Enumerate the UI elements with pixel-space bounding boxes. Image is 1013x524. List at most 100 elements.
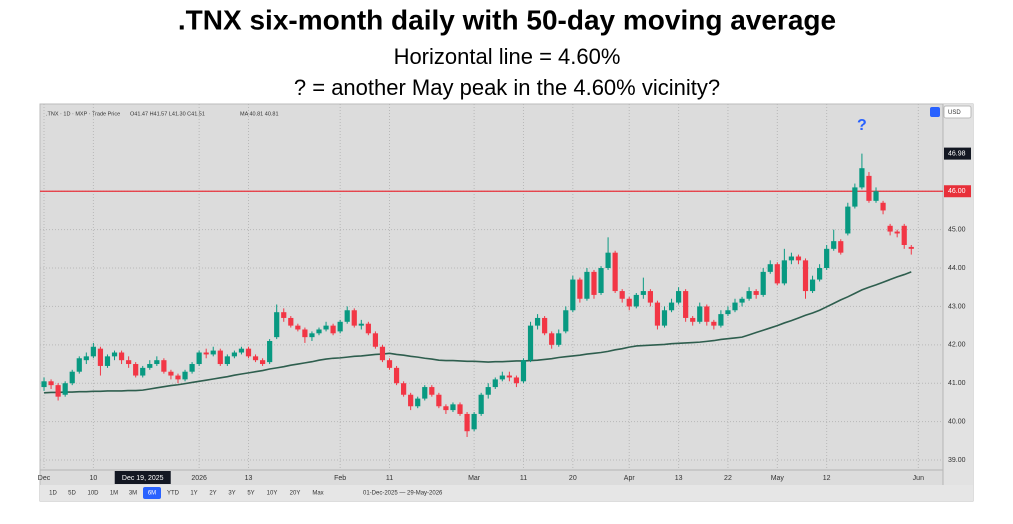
candle-body xyxy=(852,187,858,207)
candle-body xyxy=(556,333,562,345)
x-tick-label: Dec xyxy=(38,475,51,482)
candle-body xyxy=(640,291,646,295)
subtitle: ? = another May peak in the 4.60% vicini… xyxy=(294,75,720,100)
candle-body xyxy=(316,329,322,334)
candle-body xyxy=(62,383,68,395)
x-tick-label: 12 xyxy=(823,475,831,482)
candle-body xyxy=(90,346,96,357)
candle-body xyxy=(415,398,421,407)
candle-body xyxy=(563,310,569,332)
y-tick-label: 40.00 xyxy=(948,418,966,425)
settings-icon[interactable] xyxy=(930,107,940,117)
candle-body xyxy=(513,377,520,384)
candle-body xyxy=(549,333,555,345)
candle-body xyxy=(817,268,823,280)
candle-body xyxy=(774,264,780,284)
candle-body xyxy=(408,394,414,407)
candle-body xyxy=(274,312,280,338)
candle-body xyxy=(527,325,534,361)
range-button-label[interactable]: 3M xyxy=(129,491,137,497)
candle-body xyxy=(845,206,851,234)
candle-body xyxy=(838,241,844,253)
range-button-label[interactable]: 5Y xyxy=(247,491,254,497)
range-button-label[interactable]: YTD xyxy=(167,491,180,497)
price-marker-label: 46.98 xyxy=(948,150,966,157)
candle-body xyxy=(281,312,287,318)
candle-body xyxy=(118,352,125,361)
candle-body xyxy=(210,350,216,355)
candle-body xyxy=(795,256,802,261)
range-button-label[interactable]: 6M xyxy=(148,491,156,497)
chart-frame xyxy=(39,103,974,502)
candle-body xyxy=(788,256,795,261)
candle-body xyxy=(591,271,597,295)
currency-box[interactable] xyxy=(943,105,972,119)
candle-body xyxy=(859,168,865,188)
candle-body xyxy=(203,352,209,355)
currency: USD xyxy=(948,110,961,116)
range-button-label[interactable]: 1D xyxy=(49,491,57,497)
candle-body xyxy=(781,260,787,284)
chart-title: .TNX six-month daily with 50-day moving … xyxy=(178,4,836,35)
candle-body xyxy=(760,271,766,295)
range-button-label[interactable]: 10D xyxy=(87,491,99,497)
candle-body xyxy=(401,383,407,395)
candle-body xyxy=(767,264,773,272)
legend-symbol: .TNX · 1D · MXP · Trade Price xyxy=(46,111,120,117)
candle-body xyxy=(690,317,696,322)
candle-body xyxy=(887,225,893,232)
range-button-label[interactable]: 1Y xyxy=(190,491,197,497)
candle-body xyxy=(824,248,830,269)
candle-body xyxy=(147,364,153,368)
candle-body xyxy=(337,321,343,332)
candle-body xyxy=(267,340,273,363)
candle-body xyxy=(372,333,379,347)
price-axis xyxy=(943,104,973,485)
candle-body xyxy=(873,191,879,201)
crosshair-label: Dec 19, 2025 xyxy=(122,475,164,482)
candle-body xyxy=(97,348,104,366)
range-button-label[interactable]: 2Y xyxy=(209,491,216,497)
candle-body xyxy=(252,356,259,361)
candle-body xyxy=(746,291,752,299)
candle-body xyxy=(379,346,386,361)
candle-body xyxy=(661,310,668,326)
candle-body xyxy=(534,317,541,326)
candle-body xyxy=(76,358,82,372)
hline-label-box xyxy=(944,185,971,198)
x-tick-label: 22 xyxy=(724,475,732,482)
candle-body xyxy=(668,302,675,311)
candle-body xyxy=(901,225,907,245)
candle-body xyxy=(111,352,118,357)
candle-body xyxy=(711,321,717,326)
candle-body xyxy=(104,356,111,366)
candle-body xyxy=(802,260,809,292)
candle-body xyxy=(605,252,611,269)
candle-body xyxy=(161,360,167,372)
y-tick-label: 41.00 xyxy=(948,380,966,387)
x-tick-label: 13 xyxy=(245,475,253,482)
candle-body xyxy=(732,302,738,311)
candle-body xyxy=(217,350,223,365)
range-button-label[interactable]: 1M xyxy=(110,491,118,497)
subtitle: Horizontal line = 4.60% xyxy=(394,44,621,69)
candle-body xyxy=(704,306,710,322)
date-range[interactable]: 01-Dec-2025 — 29-May-2026 xyxy=(363,491,443,497)
candle-body xyxy=(175,375,181,380)
range-button-label[interactable]: 3Y xyxy=(228,491,235,497)
range-button[interactable] xyxy=(143,487,161,499)
crosshair-box xyxy=(114,471,171,484)
candle-body xyxy=(584,271,590,299)
range-button-label[interactable]: 20Y xyxy=(290,491,301,497)
candle-body xyxy=(675,291,682,303)
candle-body xyxy=(351,310,357,326)
range-button-label[interactable]: 5D xyxy=(68,491,76,497)
range-button-label[interactable]: 10Y xyxy=(267,491,278,497)
candle-body xyxy=(506,375,512,378)
candle-body xyxy=(570,279,576,311)
candle-body xyxy=(41,381,47,388)
candle-body xyxy=(126,360,132,365)
candle-body xyxy=(48,381,54,386)
range-button-label[interactable]: Max xyxy=(312,491,323,497)
candle-body xyxy=(880,202,886,211)
